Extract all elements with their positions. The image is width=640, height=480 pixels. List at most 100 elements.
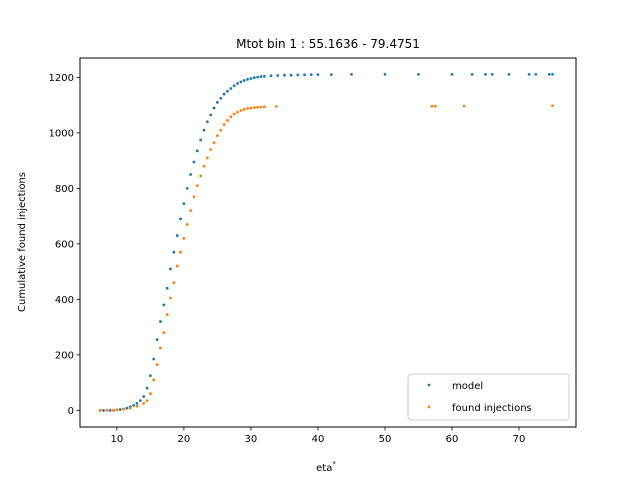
data-point [112, 408, 115, 412]
data-point [239, 109, 243, 112]
data-point [155, 338, 159, 342]
data-point [145, 386, 149, 390]
series-found-injections [98, 104, 554, 412]
data-point [172, 250, 176, 254]
data-point [195, 184, 199, 188]
data-point [145, 399, 149, 403]
data-point [102, 408, 105, 412]
data-point [507, 72, 511, 76]
y-axis: 0 200 400 600 800 1000 1200 [49, 73, 80, 417]
data-point [142, 402, 146, 405]
data-point [252, 106, 256, 110]
y-tick-label: 800 [55, 184, 74, 195]
data-point [138, 399, 142, 403]
data-point [232, 84, 236, 88]
data-point [182, 202, 186, 206]
data-point [249, 106, 253, 110]
data-point [303, 73, 306, 77]
data-point [209, 113, 213, 117]
data-point [212, 141, 216, 145]
data-point [259, 105, 263, 109]
data-point [152, 357, 156, 361]
x-tick-label: 70 [513, 434, 526, 445]
data-point [534, 72, 538, 76]
chart-title: Mtot bin 1 : 55.1636 - 79.4751 [236, 37, 420, 51]
data-point [262, 74, 266, 78]
data-point [159, 320, 162, 323]
legend-marker-model [427, 383, 431, 387]
data-point [229, 115, 233, 119]
y-tick-label: 200 [55, 350, 74, 361]
data-point [484, 72, 487, 76]
data-point [162, 303, 166, 307]
data-point [115, 408, 119, 412]
x-axis: 10 20 30 40 50 60 70 [110, 427, 525, 445]
data-point [205, 156, 209, 160]
data-point [490, 72, 494, 76]
data-point [192, 195, 196, 199]
data-point [222, 123, 226, 126]
legend-box [407, 373, 570, 421]
data-point [262, 105, 266, 109]
legend-marker-found-injections [427, 405, 431, 409]
data-point [246, 107, 249, 110]
data-point [226, 89, 229, 93]
data-point [118, 408, 122, 411]
data-point [329, 73, 333, 77]
data-point [165, 286, 169, 290]
data-point [216, 134, 219, 138]
data-point [276, 74, 280, 77]
y-tick-label: 600 [55, 239, 74, 250]
data-point [165, 313, 169, 317]
data-point [192, 160, 196, 164]
data-point [185, 223, 189, 226]
x-axis-label-superscript: * [332, 460, 336, 468]
data-point [252, 76, 256, 80]
data-point [236, 82, 239, 85]
data-point [269, 74, 273, 78]
data-point [242, 107, 246, 111]
data-point [242, 79, 246, 82]
y-axis-label: Cumulative found injections [17, 172, 28, 312]
data-point [417, 72, 420, 76]
data-point [125, 406, 129, 410]
data-point [256, 105, 260, 109]
data-point [470, 72, 474, 76]
data-point [175, 264, 179, 268]
data-point [256, 75, 260, 79]
y-tick-label: 0 [68, 406, 74, 417]
x-tick-label: 60 [446, 434, 459, 445]
data-point [205, 120, 209, 124]
data-point [135, 402, 139, 405]
data-point [246, 77, 249, 81]
data-point [430, 104, 434, 108]
x-tick-label: 50 [379, 434, 392, 445]
data-point [189, 209, 192, 212]
y-tick-label: 1000 [49, 128, 74, 139]
data-point [527, 72, 531, 76]
legend-label-found-injections: found injections [452, 403, 532, 414]
x-tick-label: 40 [312, 434, 325, 445]
data-point [296, 73, 300, 77]
data-point [105, 408, 109, 412]
data-point [185, 186, 189, 190]
data-point [199, 174, 203, 178]
data-point [199, 138, 203, 142]
data-point [462, 104, 466, 108]
data-point [209, 148, 213, 151]
data-point [547, 72, 551, 76]
data-point [142, 395, 146, 398]
data-point [162, 331, 166, 335]
data-point [189, 173, 192, 176]
legend: model found injections [407, 373, 570, 421]
data-point [148, 392, 152, 396]
data-point [202, 128, 206, 132]
data-point [128, 406, 132, 410]
data-point [155, 363, 159, 366]
data-point [152, 378, 156, 382]
plot-marks [98, 72, 554, 412]
data-point [551, 72, 554, 76]
data-point [122, 407, 125, 411]
x-tick-label: 30 [245, 434, 258, 445]
